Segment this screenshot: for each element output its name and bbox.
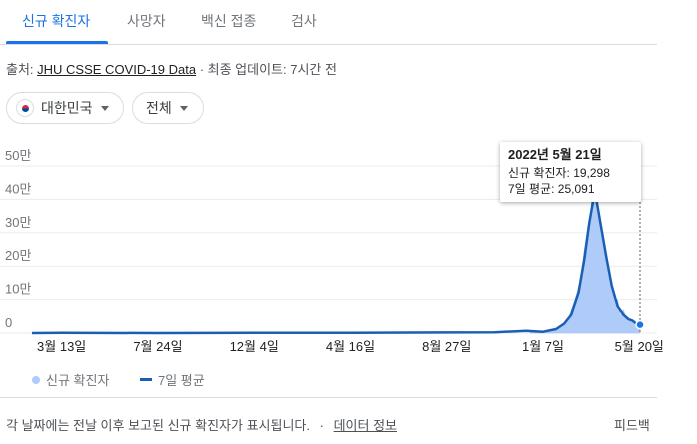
y-tick-label: 10만 bbox=[5, 282, 31, 297]
legend-dot-icon bbox=[32, 375, 40, 384]
y-tick-label: 20만 bbox=[5, 248, 31, 263]
region-selector[interactable]: 대한민국 bbox=[6, 92, 124, 124]
footer-separator: · bbox=[319, 418, 324, 433]
y-tick-label: 50만 bbox=[5, 148, 31, 163]
footer-note-text: 각 날짜에는 전날 이후 보고된 신규 확진자가 표시됩니다. bbox=[6, 418, 310, 433]
chart-tooltip: 2022년 5월 21일 신규 확진자: 19,298 7일 평균: 25,09… bbox=[500, 142, 641, 202]
legend-seven-day-average[interactable]: 7일 평균 bbox=[140, 370, 205, 389]
x-tick-label: 4월 16일 bbox=[326, 339, 375, 354]
x-tick-label: 3월 13일 bbox=[37, 339, 86, 354]
source-link[interactable]: JHU CSSE COVID-19 Data bbox=[37, 62, 197, 77]
chevron-down-icon bbox=[100, 105, 109, 111]
x-tick-label: 1월 7일 bbox=[522, 339, 564, 354]
source-prefix: 출처: bbox=[6, 62, 38, 77]
tab-vaccinations[interactable]: 백신 접종 bbox=[201, 13, 257, 29]
tab-bar: 신규 확진자 사망자 백신 접종 검사 bbox=[0, 0, 657, 45]
legend-line-icon bbox=[140, 378, 152, 381]
source-line: 출처: JHU CSSE COVID-19 Data · 최종 업데이트: 7시… bbox=[6, 59, 337, 78]
y-axis-ticks: 0 10만 20만 30만 40만 50만 bbox=[5, 148, 31, 330]
south-korea-flag-icon bbox=[16, 99, 34, 117]
range-label: 전체 bbox=[146, 100, 172, 116]
legend-avg-label: 7일 평균 bbox=[158, 373, 205, 388]
x-tick-label: 8월 27일 bbox=[422, 339, 471, 354]
tooltip-cases: 신규 확진자: 19,298 bbox=[508, 166, 610, 180]
y-tick-label: 40만 bbox=[5, 181, 31, 196]
tab-new-cases[interactable]: 신규 확진자 bbox=[22, 13, 91, 29]
seven-day-average-line bbox=[31, 196, 641, 335]
tooltip-avg: 7일 평균: 25,091 bbox=[508, 182, 595, 196]
last-updated: · 최종 업데이트: 7시간 전 bbox=[196, 62, 337, 77]
legend-new-cases-label: 신규 확진자 bbox=[46, 373, 110, 388]
tab-tests[interactable]: 검사 bbox=[291, 13, 317, 29]
cases-chart[interactable]: 0 10만 20만 30만 40만 50만 3월 13일 7월 24일 12월 4일 4월 16… bbox=[0, 140, 697, 365]
y-tick-label: 30만 bbox=[5, 215, 31, 230]
tab-deaths[interactable]: 사망자 bbox=[127, 13, 166, 29]
feedback-link[interactable]: 피드백 bbox=[614, 418, 650, 433]
footer-note: 각 날짜에는 전날 이후 보고된 신규 확진자가 표시됩니다. · 데이터 정보 bbox=[6, 415, 397, 434]
tooltip-date: 2022년 5월 21일 bbox=[508, 147, 602, 162]
x-tick-label: 7월 24일 bbox=[133, 339, 182, 354]
divider bbox=[0, 397, 657, 398]
y-tick-label: 0 bbox=[5, 315, 12, 330]
legend-new-cases[interactable]: 신규 확진자 bbox=[32, 370, 109, 389]
data-info-link[interactable]: 데이터 정보 bbox=[333, 418, 397, 433]
active-tab-indicator bbox=[6, 41, 108, 44]
range-selector[interactable]: 전체 bbox=[132, 92, 204, 124]
region-label: 대한민국 bbox=[41, 100, 93, 116]
x-tick-label: 12월 4일 bbox=[230, 339, 279, 354]
hover-point bbox=[635, 319, 645, 330]
x-tick-label: 5월 20일 bbox=[615, 339, 664, 354]
x-axis-ticks: 3월 13일 7월 24일 12월 4일 4월 16일 8월 27일 1월 7일 5월 20… bbox=[37, 339, 664, 354]
chevron-down-icon bbox=[179, 105, 188, 111]
